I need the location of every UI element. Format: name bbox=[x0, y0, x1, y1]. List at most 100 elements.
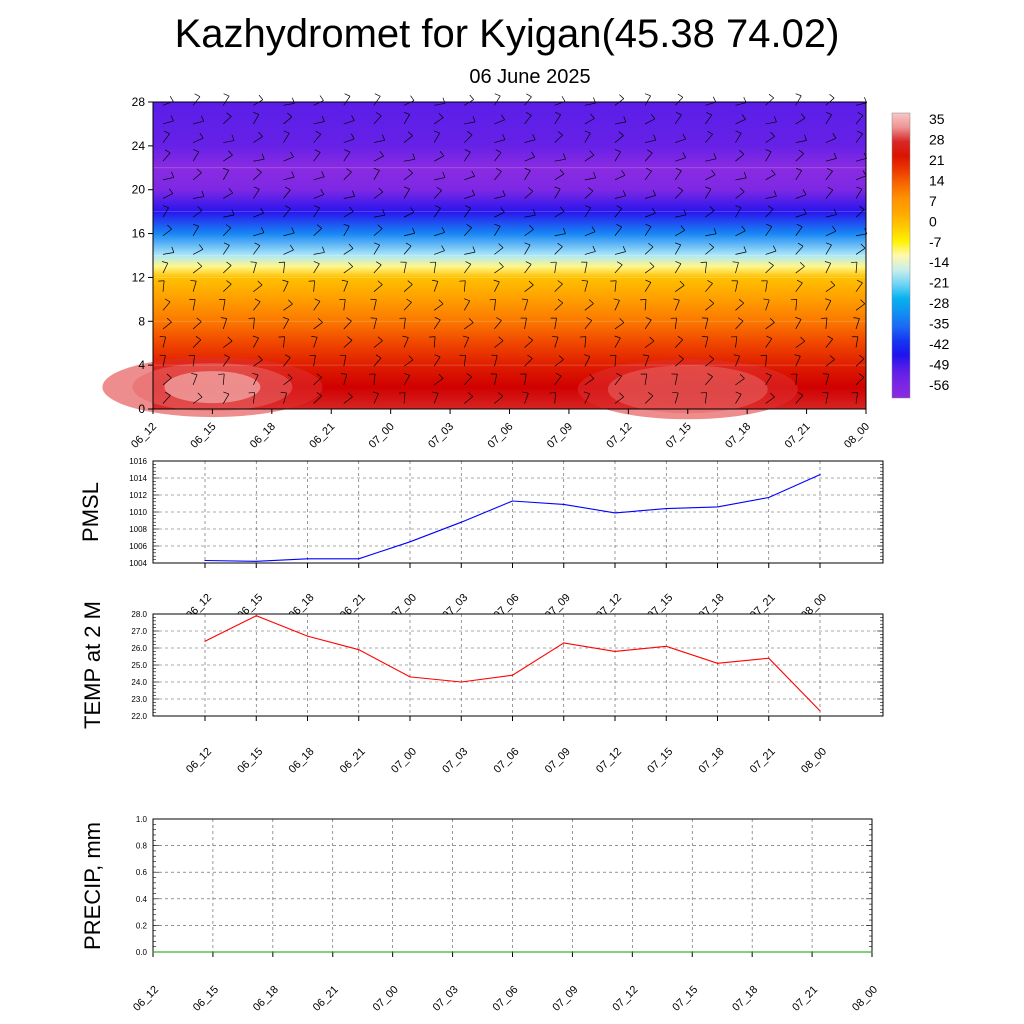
wind-barb-flag bbox=[557, 298, 564, 304]
wind-barb-flag bbox=[466, 373, 472, 378]
wind-barb-flag bbox=[341, 279, 348, 282]
wind-barb bbox=[162, 252, 174, 255]
wind-barb-flag bbox=[707, 373, 713, 377]
wind-barb-flag bbox=[438, 374, 444, 379]
wind-barb bbox=[192, 226, 199, 236]
wind-barb-flag bbox=[193, 149, 199, 153]
colorbar-label: -56 bbox=[929, 377, 949, 393]
y-tick-label: 1010 bbox=[129, 508, 147, 517]
wind-barb-flag bbox=[712, 96, 717, 103]
wind-barb bbox=[464, 251, 476, 255]
wind-barb bbox=[855, 102, 867, 106]
wind-barb-flag bbox=[282, 279, 289, 283]
wind-barb-flag bbox=[796, 279, 803, 284]
wind-barb-flag bbox=[344, 93, 351, 97]
wind-barb-flag bbox=[675, 112, 682, 116]
wind-barb bbox=[433, 356, 441, 367]
wind-barb bbox=[223, 283, 232, 292]
wind-barb bbox=[644, 299, 647, 311]
wind-barb-flag bbox=[795, 93, 802, 97]
wind-barb bbox=[313, 263, 320, 274]
wind-barb bbox=[373, 228, 383, 237]
wind-barb-flag bbox=[403, 186, 410, 190]
wind-barb bbox=[735, 280, 738, 292]
wind-barb bbox=[765, 174, 776, 181]
data-point bbox=[358, 558, 360, 560]
wind-barb bbox=[524, 156, 535, 162]
x-tick-label: 07_00 bbox=[371, 984, 401, 1014]
wind-barb-flag bbox=[258, 131, 263, 137]
wind-barb-flag bbox=[768, 93, 774, 99]
wind-barb bbox=[162, 321, 172, 330]
wind-barb-flag bbox=[621, 170, 626, 176]
wind-barb bbox=[283, 336, 285, 348]
wind-barb bbox=[765, 121, 777, 125]
wind-barb bbox=[313, 301, 321, 311]
wind-barb-flag bbox=[769, 318, 775, 323]
wind-barb bbox=[403, 262, 407, 274]
y-tick-label: 27.0 bbox=[131, 627, 147, 636]
wind-barb bbox=[403, 100, 415, 106]
data-point bbox=[255, 560, 257, 562]
data-point bbox=[511, 951, 514, 953]
wind-barb-flag bbox=[795, 317, 802, 320]
wind-barb bbox=[403, 284, 413, 292]
wind-barb-flag bbox=[502, 134, 506, 140]
wind-barb-flag bbox=[829, 355, 835, 360]
wind-barb bbox=[192, 299, 196, 311]
data-point bbox=[306, 558, 309, 560]
wind-barb-flag bbox=[378, 187, 384, 193]
wind-barb bbox=[675, 214, 687, 218]
data-point bbox=[409, 676, 411, 678]
wind-barb bbox=[283, 281, 289, 292]
wind-barb bbox=[614, 264, 623, 274]
wind-barb bbox=[614, 135, 624, 143]
y-tick-label: 26.0 bbox=[131, 644, 147, 653]
wind-barb-flag bbox=[554, 186, 561, 190]
wind-barb bbox=[313, 133, 322, 143]
wind-barb-flag bbox=[860, 299, 866, 305]
wind-barb bbox=[765, 396, 775, 404]
wind-barb-flag bbox=[254, 298, 261, 302]
wind-barb bbox=[464, 151, 471, 162]
wind-barb bbox=[283, 232, 295, 237]
wind-barb bbox=[373, 115, 382, 125]
wind-barb-flag bbox=[619, 392, 624, 398]
y-tick-label: 12 bbox=[132, 270, 146, 284]
wind-barb bbox=[283, 319, 290, 330]
wind-barb-flag bbox=[555, 373, 562, 377]
wind-barb-flag bbox=[343, 223, 350, 227]
wind-barb-flag bbox=[319, 95, 324, 101]
colorbar-label: -35 bbox=[929, 316, 949, 332]
wind-barb bbox=[434, 102, 446, 106]
wind-barb bbox=[855, 188, 863, 199]
wind-barb bbox=[373, 155, 384, 162]
wind-barb-flag bbox=[772, 245, 777, 252]
wind-barb bbox=[494, 119, 505, 125]
wind-barb-flag bbox=[376, 112, 382, 117]
wind-barb-flag bbox=[829, 93, 835, 99]
wind-barb-flag bbox=[647, 149, 653, 154]
wind-barb bbox=[524, 115, 532, 125]
wind-barb bbox=[433, 319, 441, 330]
wind-barb bbox=[433, 117, 444, 125]
wind-barb bbox=[283, 303, 293, 311]
wind-barb bbox=[825, 263, 832, 274]
wind-barb-flag bbox=[223, 167, 229, 171]
wind-barb bbox=[524, 393, 529, 404]
wind-barb-flag bbox=[253, 112, 260, 115]
wind-barb bbox=[192, 339, 202, 348]
wind-barb bbox=[735, 262, 739, 274]
wind-barb bbox=[253, 212, 264, 218]
wind-barb bbox=[705, 114, 713, 125]
wind-barb bbox=[313, 100, 324, 106]
wind-barb bbox=[313, 152, 321, 162]
wind-barb bbox=[765, 208, 774, 218]
wind-barb-flag bbox=[525, 112, 532, 116]
wind-barb-flag bbox=[581, 280, 588, 282]
wind-barb-flag bbox=[557, 242, 563, 247]
wind-barb bbox=[494, 340, 504, 348]
wind-barb-flag bbox=[261, 153, 265, 160]
wind-barb bbox=[825, 137, 837, 143]
